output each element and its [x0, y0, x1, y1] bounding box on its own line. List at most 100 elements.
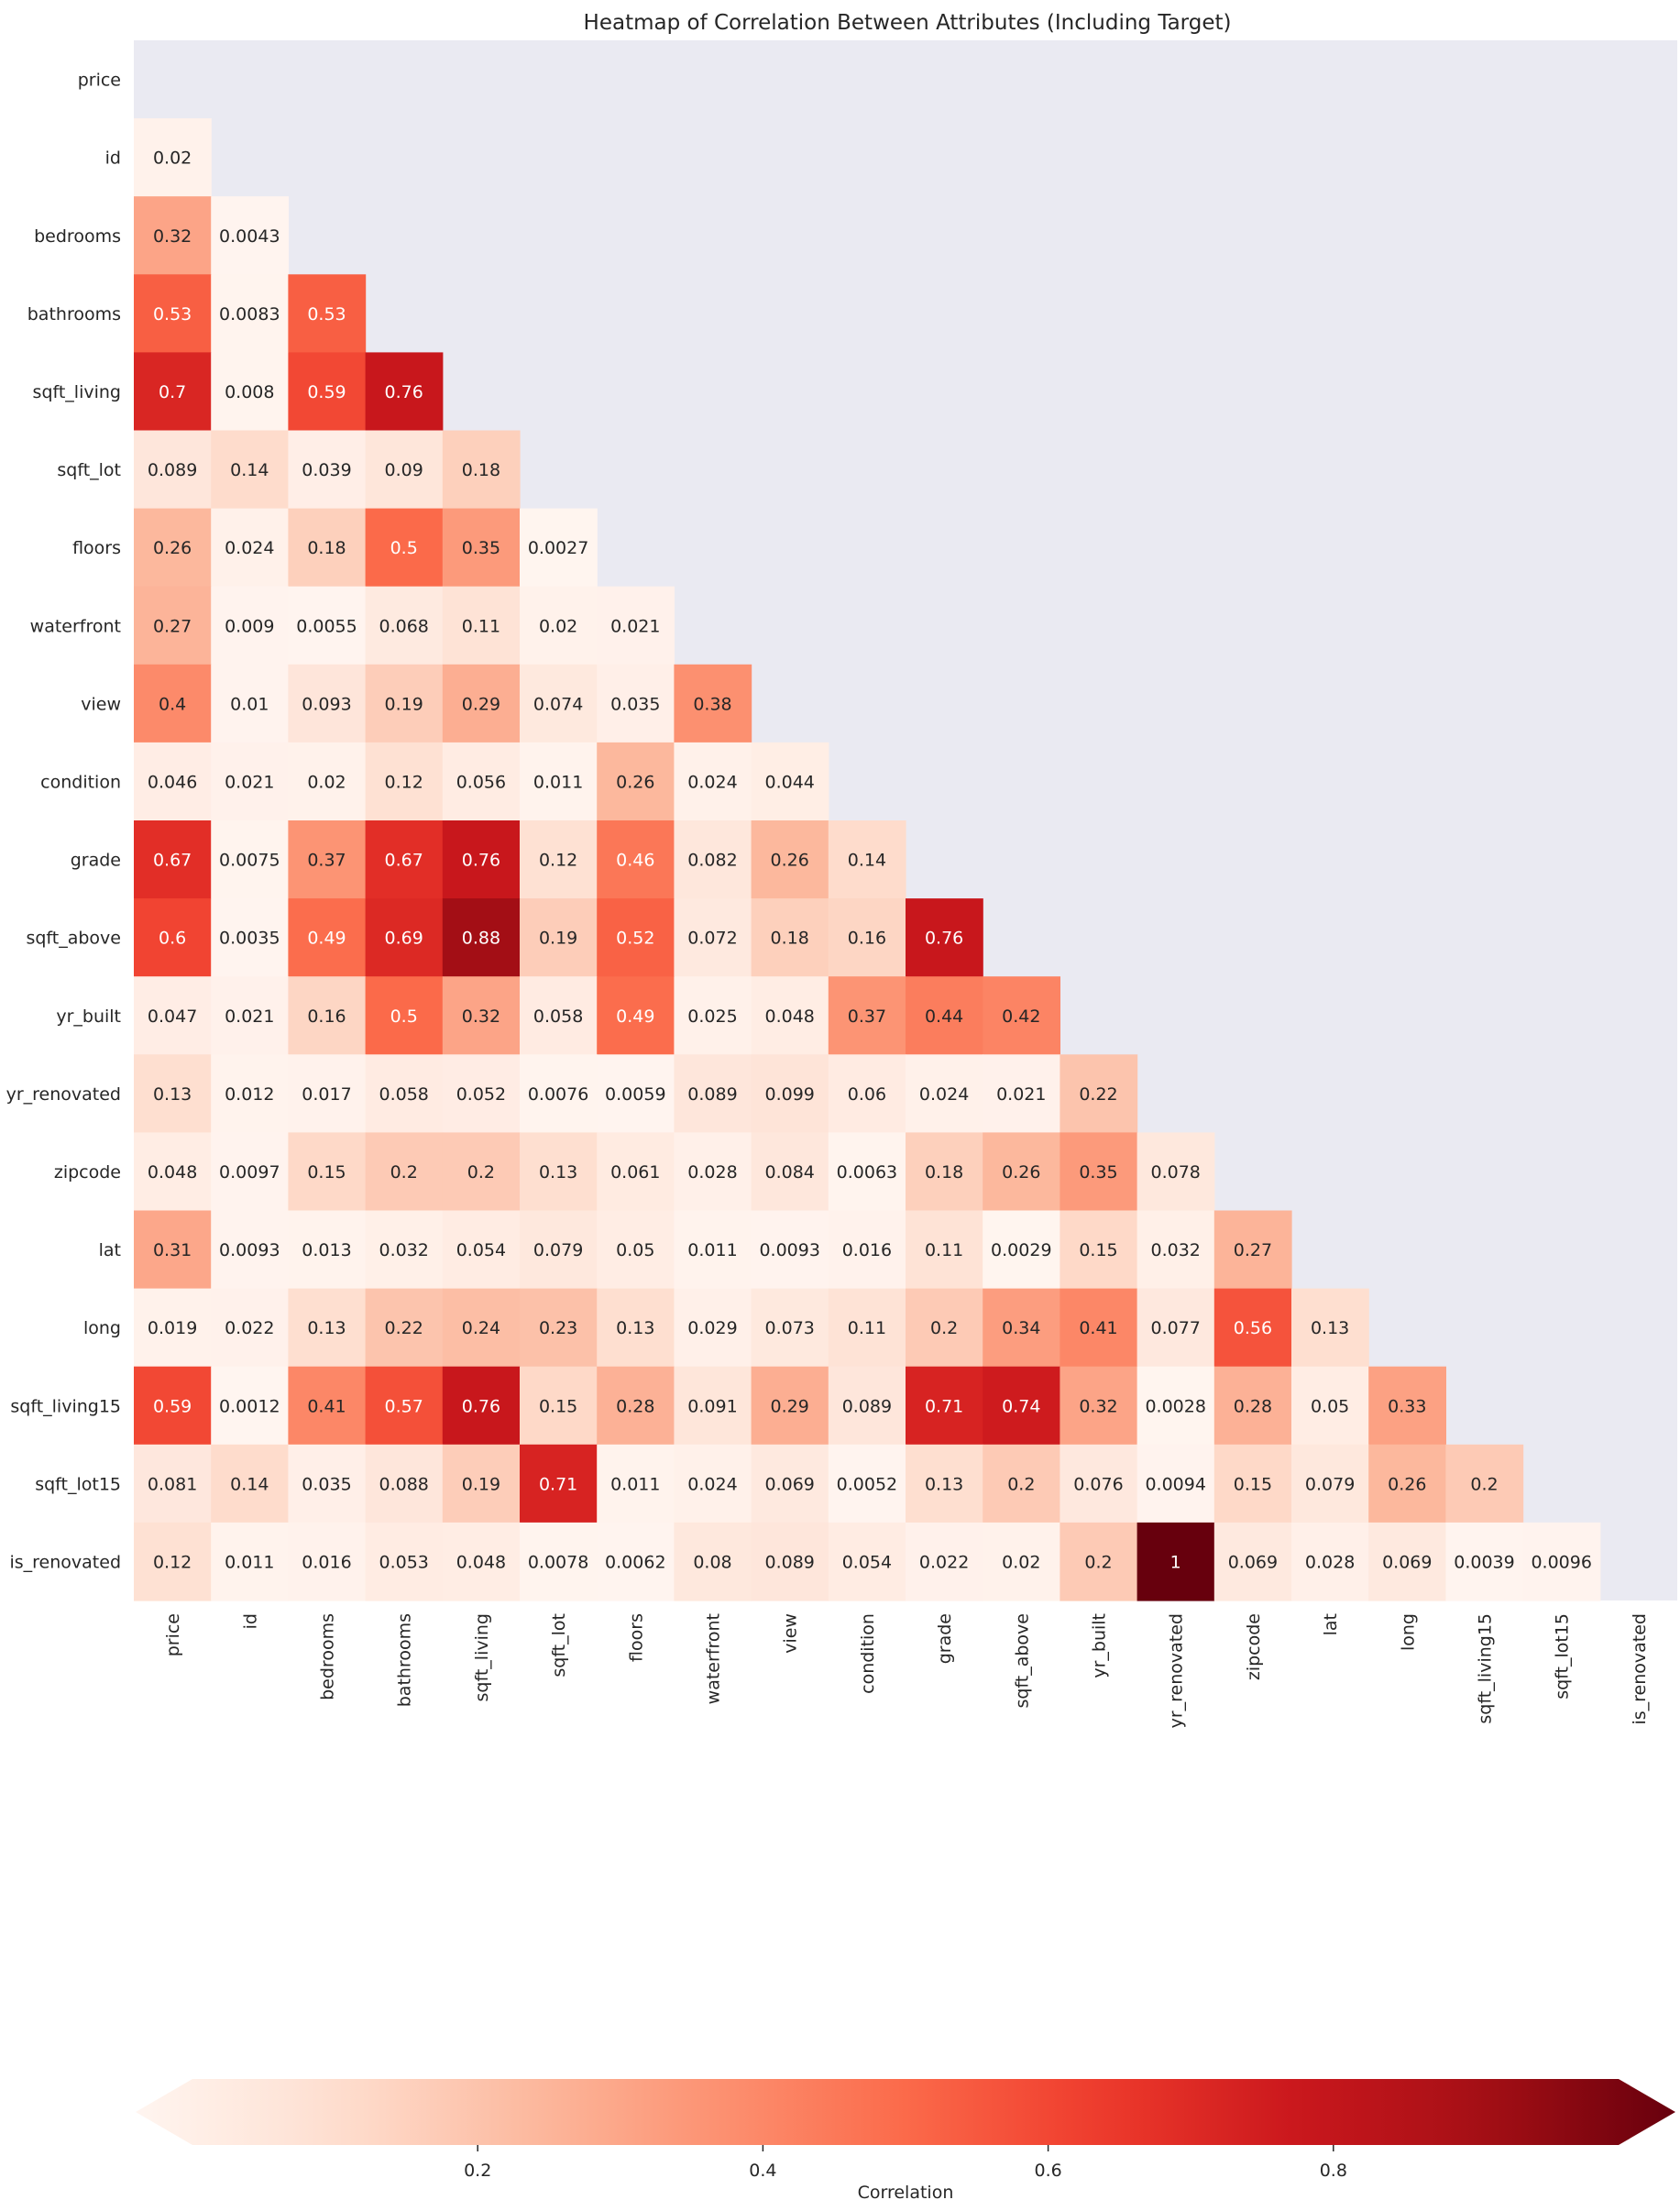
heatmap-cell-grade-sqft_lot — [520, 820, 598, 899]
heatmap-cell-label-long-waterfront: 0.029 — [687, 1318, 737, 1338]
heatmap-cell-label-zipcode-view: 0.084 — [764, 1162, 814, 1182]
colorbar: 0.2 0.4 0.6 0.8 Correlation — [136, 2079, 1675, 2203]
heatmap-cell-label-long-yr_built: 0.41 — [1079, 1318, 1117, 1338]
heatmap-cell-label-sqft_living-bedrooms: 0.59 — [307, 382, 346, 402]
y-tick-label-sqft_living: sqft_living — [33, 382, 121, 402]
heatmap-cell-label-sqft_lot15-condition: 0.0052 — [837, 1474, 897, 1494]
x-tick-label-zipcode: zipcode — [1244, 1613, 1264, 1680]
heatmap-cell-label-sqft_lot15-sqft_living: 0.19 — [462, 1474, 500, 1494]
heatmap-cell-sqft_lot15-waterfront — [674, 1444, 752, 1524]
heatmap-cell-label-view-bedrooms: 0.093 — [302, 694, 351, 714]
y-tick-label-lat: lat — [99, 1240, 121, 1260]
y-tick-label-waterfront: waterfront — [30, 616, 121, 636]
heatmap-cell-label-sqft_lot15-id: 0.14 — [230, 1474, 269, 1494]
heatmap-cell-label-view-waterfront: 0.38 — [693, 694, 731, 714]
heatmap-cell-sqft_living15-waterfront — [674, 1366, 752, 1446]
heatmap-cell-sqft_above-id — [211, 898, 289, 977]
heatmap-cell-label-sqft_living15-condition: 0.089 — [842, 1396, 892, 1416]
heatmap-cell-label-waterfront-price: 0.27 — [153, 616, 192, 636]
heatmap-cell-label-zipcode-bathrooms: 0.2 — [390, 1162, 418, 1182]
heatmap-cell-is_renovated-sqft_lot15 — [1522, 1522, 1601, 1601]
heatmap-cell-lat-bedrooms — [288, 1210, 367, 1290]
heatmap-cell-label-long-floors: 0.13 — [616, 1318, 654, 1338]
x-tick-labels: price id bedrooms bathrooms sqft_living sqft_… — [163, 1613, 1650, 1728]
heatmap-cell-label-view-price: 0.4 — [159, 694, 186, 714]
heatmap-cell-long-bathrooms — [365, 1288, 444, 1368]
heatmap-cell-label-zipcode-price: 0.048 — [148, 1162, 197, 1182]
heatmap-cell-yr_renovated-waterfront — [674, 1054, 752, 1133]
heatmap-cell-label-is_renovated-view: 0.089 — [764, 1552, 814, 1572]
y-tick-label-bedrooms: bedrooms — [34, 226, 121, 247]
heatmap-cell-label-condition-id: 0.021 — [225, 772, 274, 792]
heatmap-cell-sqft_living-bedrooms — [288, 352, 367, 432]
heatmap-cell-label-sqft_living15-waterfront: 0.091 — [687, 1396, 737, 1416]
heatmap-cell-label-condition-sqft_living: 0.056 — [456, 772, 506, 792]
heatmap-cell-label-sqft_lot15-yr_built: 0.076 — [1073, 1474, 1123, 1494]
heatmap-cell-label-grade-condition: 0.14 — [848, 851, 886, 871]
heatmap-cell-is_renovated-yr_renovated — [1136, 1522, 1215, 1601]
heatmap-cell-label-long-bedrooms: 0.13 — [307, 1318, 346, 1338]
heatmap-cell-label-bathrooms-id: 0.0083 — [219, 304, 280, 324]
heatmap-cell-view-waterfront — [674, 664, 752, 743]
heatmap-cell-label-sqft_lot15-zipcode: 0.15 — [1234, 1474, 1272, 1494]
heatmap-cell-view-bedrooms — [288, 664, 367, 743]
heatmap-cell-label-sqft_living-price: 0.7 — [159, 382, 186, 402]
y-tick-label-yr_renovated: yr_renovated — [6, 1084, 121, 1105]
heatmap-cell-label-zipcode-sqft_above: 0.26 — [1002, 1162, 1040, 1182]
heatmap-cell-label-sqft_lot15-price: 0.081 — [148, 1474, 197, 1494]
heatmap-cell-floors-bathrooms — [365, 508, 444, 588]
heatmap-cell-sqft_lot-bedrooms — [288, 430, 367, 510]
heatmap-cell-label-yr_built-id: 0.021 — [225, 1006, 274, 1027]
heatmap-cell-yr_renovated-condition — [828, 1054, 906, 1133]
colorbar-tick-label-2: 0.6 — [1034, 2161, 1061, 2181]
heatmap-cell-waterfront-sqft_living — [442, 586, 521, 666]
heatmap-cell-sqft_lot15-yr_renovated — [1136, 1444, 1215, 1524]
heatmap-cell-label-view-sqft_living: 0.29 — [462, 694, 500, 714]
heatmap-cell-label-is_renovated-sqft_lot: 0.0078 — [528, 1552, 588, 1572]
heatmap-cell-label-waterfront-id: 0.009 — [225, 616, 274, 636]
heatmap-cell-label-zipcode-yr_built: 0.35 — [1079, 1162, 1117, 1182]
heatmap-cell-long-sqft_above — [983, 1288, 1060, 1368]
heatmap-cell-condition-id — [211, 742, 289, 821]
heatmap-cell-sqft_living15-yr_renovated — [1136, 1366, 1215, 1446]
heatmap-cell-is_renovated-sqft_living15 — [1445, 1522, 1524, 1601]
heatmap-cell-yr_built-sqft_living — [442, 976, 521, 1055]
heatmap-cell-label-long-lat: 0.13 — [1311, 1318, 1349, 1338]
heatmap-cell-label-is_renovated-price: 0.12 — [153, 1552, 192, 1572]
heatmap-cell-sqft_living15-view — [751, 1366, 829, 1446]
heatmap-cell-sqft_living15-zipcode — [1213, 1366, 1292, 1446]
heatmap-cell-label-lat-bathrooms: 0.032 — [379, 1240, 428, 1260]
heatmap-cell-sqft_above-sqft_lot — [520, 898, 598, 977]
x-tick-label-sqft_lot: sqft_lot — [549, 1613, 569, 1678]
heatmap-cell-is_renovated-id — [211, 1522, 289, 1601]
x-tick-label-view: view — [781, 1613, 801, 1654]
heatmap-cell-yr_renovated-id — [211, 1054, 289, 1133]
heatmap-cell-floors-price — [134, 508, 212, 588]
heatmap-cell-label-yr_renovated-price: 0.13 — [153, 1084, 192, 1105]
y-tick-label-price: price — [78, 71, 121, 91]
heatmap-cell-label-zipcode-sqft_lot: 0.13 — [539, 1162, 577, 1182]
heatmap-cell-floors-id — [211, 508, 289, 588]
heatmap-cell-lat-view — [751, 1210, 829, 1290]
heatmap-cell-long-zipcode — [1213, 1288, 1292, 1368]
heatmap-cell-condition-floors — [597, 742, 675, 821]
heatmap-cell-label-yr_built-bedrooms: 0.16 — [307, 1006, 346, 1027]
heatmap-cell-label-sqft_lot15-view: 0.069 — [764, 1474, 814, 1494]
heatmap-cell-label-yr_renovated-sqft_lot: 0.0076 — [528, 1084, 588, 1105]
heatmap-cell-view-sqft_lot — [520, 664, 598, 743]
heatmap-cell-bathrooms-id — [211, 274, 289, 353]
heatmap-cell-label-id-price: 0.02 — [153, 148, 192, 169]
heatmap-cell-label-yr_built-sqft_lot: 0.058 — [533, 1006, 583, 1027]
chart-title: Heatmap of Correlation Between Attribute… — [584, 11, 1232, 35]
y-tick-label-sqft_lot: sqft_lot — [57, 460, 121, 480]
y-tick-label-floors: floors — [72, 538, 121, 558]
heatmap-cell-zipcode-bedrooms — [288, 1132, 367, 1212]
heatmap-cell-label-waterfront-bedrooms: 0.0055 — [296, 616, 357, 636]
heatmap-cell-label-grade-sqft_living: 0.76 — [462, 851, 500, 871]
heatmap-cell-label-lat-grade: 0.11 — [925, 1240, 963, 1260]
y-tick-label-condition: condition — [40, 772, 121, 792]
heatmap-cell-grade-condition — [828, 820, 906, 899]
heatmap-cell-condition-sqft_living — [442, 742, 521, 821]
heatmap-cell-label-grade-id: 0.0075 — [219, 851, 280, 871]
